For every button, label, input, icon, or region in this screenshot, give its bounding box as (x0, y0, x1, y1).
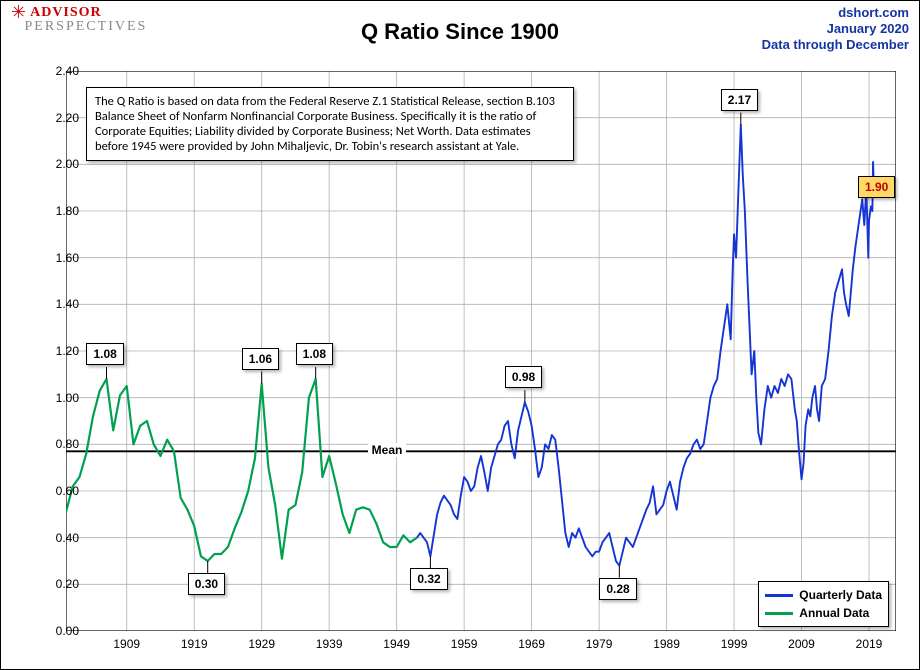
x-tick-label: 2009 (777, 637, 827, 651)
y-tick-label: 1.80 (29, 204, 79, 218)
final-value-callout: 1.90 (858, 176, 895, 198)
x-tick-label: 1929 (237, 637, 287, 651)
x-tick-label: 1969 (507, 637, 557, 651)
y-tick-label: 1.00 (29, 391, 79, 405)
legend-row: Quarterly Data (765, 586, 882, 604)
y-tick-label: 0.80 (29, 437, 79, 451)
x-tick-label: 1999 (709, 637, 759, 651)
y-tick-label: 0.20 (29, 577, 79, 591)
callout-label: 0.28 (599, 578, 636, 600)
chart-container: ✳ADVISOR PERSPECTIVES dshort.com January… (0, 0, 920, 670)
legend-swatch (765, 612, 793, 615)
y-tick-label: 2.00 (29, 157, 79, 171)
y-tick-label: 0.00 (29, 624, 79, 638)
x-tick-label: 1989 (642, 637, 692, 651)
description-box: The Q Ratio is based on data from the Fe… (86, 87, 574, 161)
y-tick-label: 1.20 (29, 344, 79, 358)
mean-line-label: Mean (368, 443, 407, 457)
x-tick-label: 1919 (169, 637, 219, 651)
x-tick-label: 1949 (372, 637, 422, 651)
x-tick-label: 1909 (102, 637, 152, 651)
callout-label: 1.08 (296, 343, 333, 365)
callout-label: 0.98 (505, 366, 542, 388)
legend: Quarterly Data Annual Data (758, 581, 889, 627)
legend-swatch (765, 594, 793, 597)
y-tick-label: 2.40 (29, 64, 79, 78)
chart-title: Q Ratio Since 1900 (1, 19, 919, 45)
legend-label: Annual Data (799, 606, 869, 620)
y-tick-label: 2.20 (29, 111, 79, 125)
callout-label: 1.06 (242, 348, 279, 370)
x-tick-label: 1939 (304, 637, 354, 651)
callout-label: 1.08 (86, 343, 123, 365)
y-tick-label: 0.60 (29, 484, 79, 498)
x-tick-label: 1979 (574, 637, 624, 651)
legend-row: Annual Data (765, 604, 882, 622)
logo-line1: ADVISOR (30, 5, 102, 20)
x-tick-label: 2019 (844, 637, 894, 651)
x-tick-label: 1959 (439, 637, 489, 651)
callout-label: 0.30 (188, 573, 225, 595)
callout-label: 2.17 (721, 89, 758, 111)
y-tick-label: 0.40 (29, 531, 79, 545)
y-tick-label: 1.40 (29, 297, 79, 311)
y-tick-label: 1.60 (29, 251, 79, 265)
legend-label: Quarterly Data (799, 588, 882, 602)
callout-label: 0.32 (410, 568, 447, 590)
